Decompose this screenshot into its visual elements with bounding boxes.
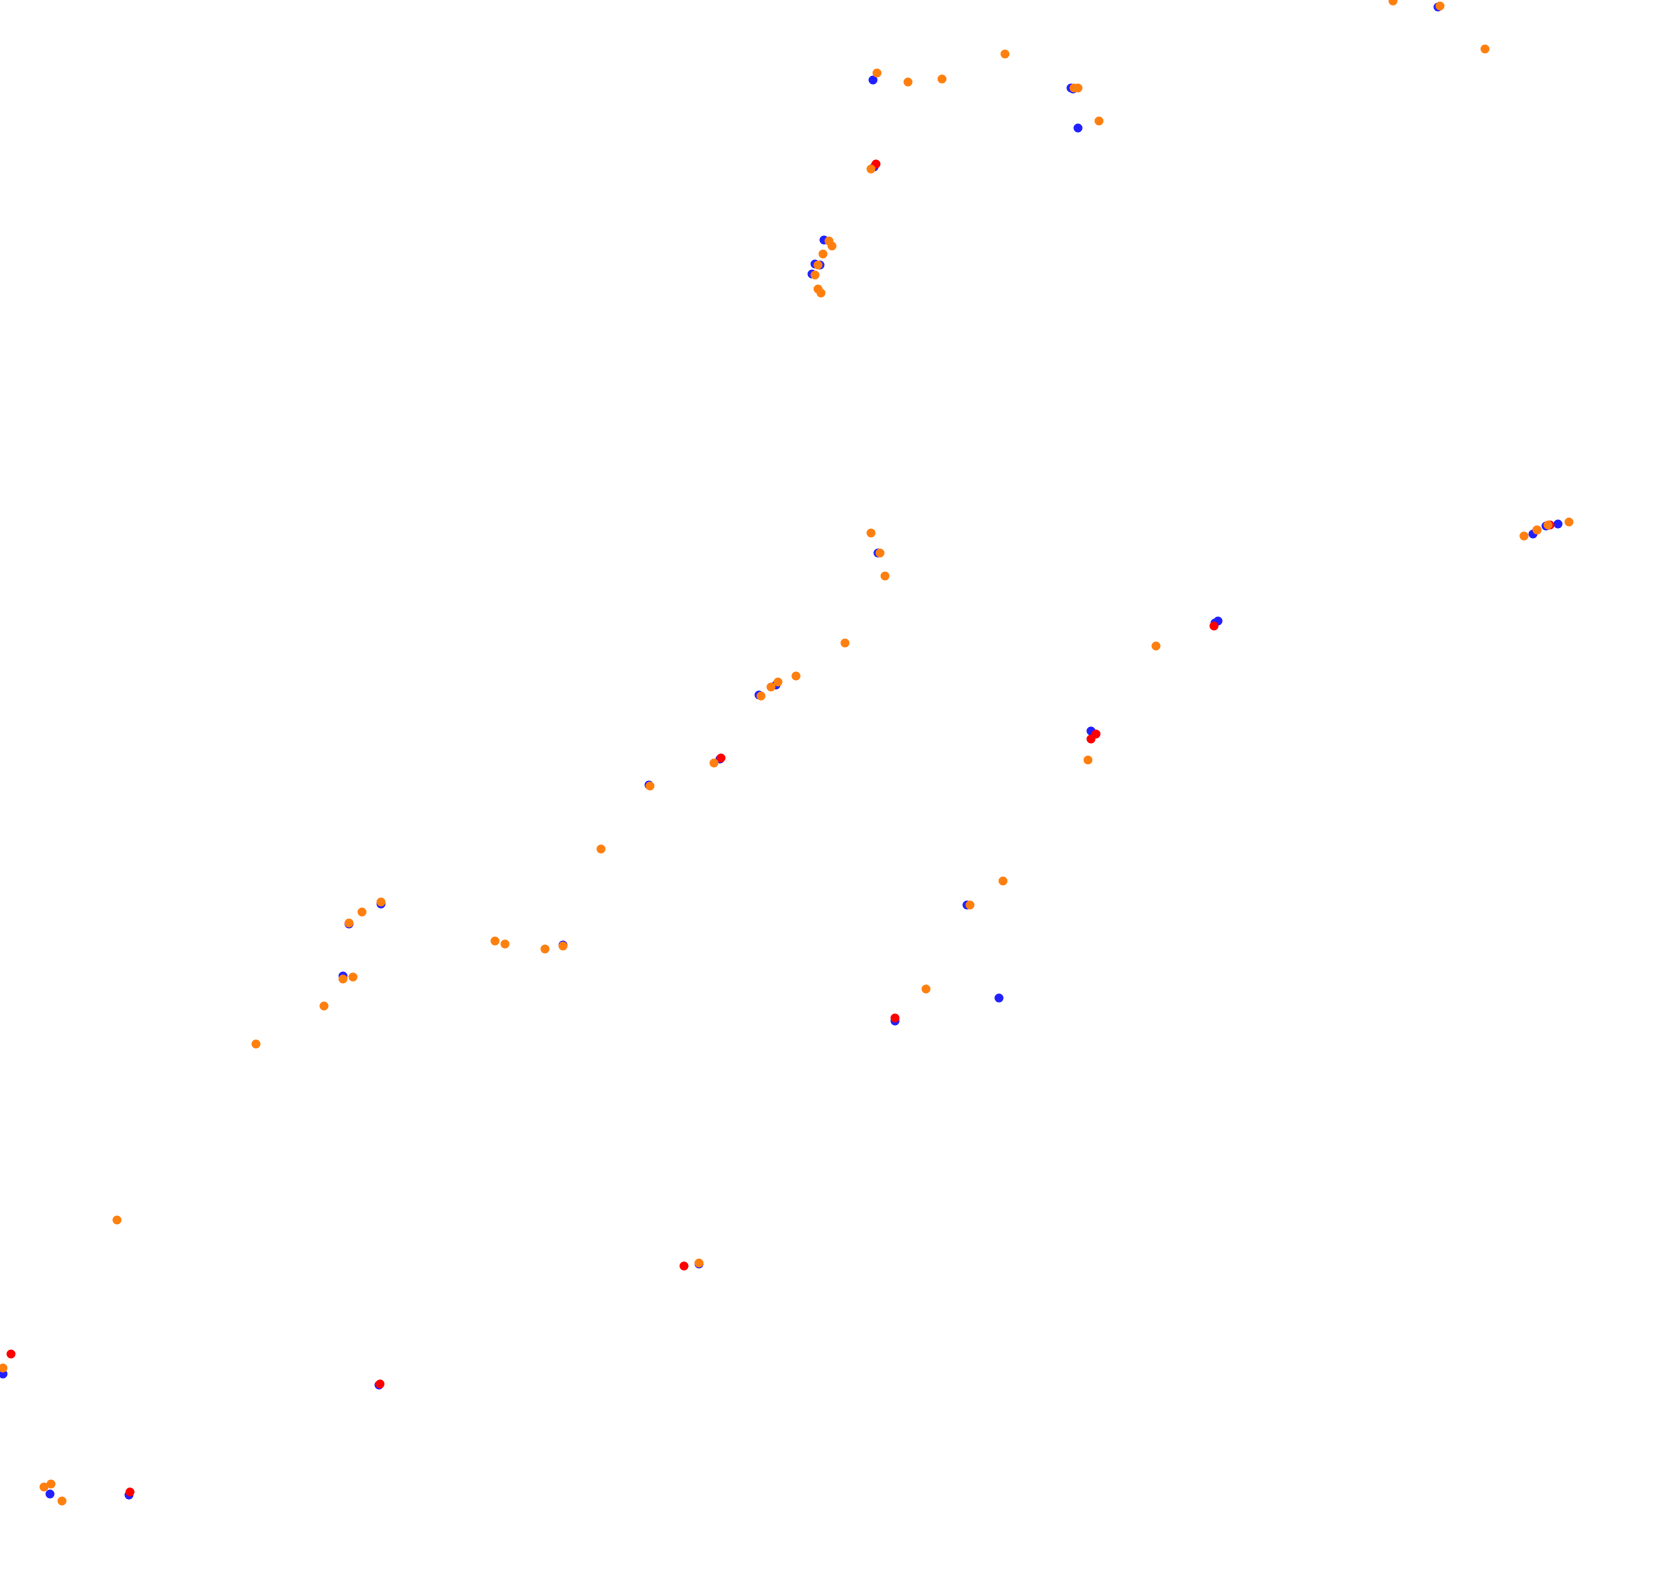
- point-orange-24: [880, 571, 890, 581]
- point-orange-26: [1151, 641, 1161, 651]
- point-orange-0: [1388, 0, 1398, 6]
- point-orange-3: [903, 77, 913, 87]
- point-orange-38: [357, 907, 367, 917]
- point-orange-6: [1073, 83, 1083, 93]
- point-orange-50: [694, 1258, 704, 1268]
- point-orange-25: [840, 638, 850, 648]
- point-orange-15: [810, 270, 820, 280]
- point-orange-52: [39, 1482, 49, 1492]
- point-red-7: [890, 1013, 900, 1023]
- point-orange-23: [875, 548, 885, 558]
- point-red-9: [6, 1349, 16, 1359]
- point-orange-7: [1094, 116, 1104, 126]
- point-blue-6: [1073, 123, 1083, 133]
- point-red-10: [375, 1379, 385, 1389]
- point-orange-10: [866, 164, 876, 174]
- point-blue-32: [45, 1489, 55, 1499]
- point-orange-9: [1480, 44, 1490, 54]
- point-orange-40: [490, 936, 500, 946]
- point-orange-54: [57, 1496, 67, 1506]
- point-orange-39: [344, 918, 354, 928]
- point-blue-0: [868, 75, 878, 85]
- point-red-5: [716, 753, 726, 763]
- point-orange-49: [112, 1215, 122, 1225]
- point-orange-18: [1519, 531, 1529, 541]
- point-orange-42: [540, 944, 550, 954]
- point-orange-53: [46, 1479, 56, 1489]
- point-orange-37: [376, 897, 386, 907]
- point-orange-14: [813, 260, 823, 270]
- point-orange-31: [1083, 755, 1093, 765]
- point-blue-14: [1553, 519, 1563, 529]
- point-orange-34: [596, 844, 606, 854]
- point-blue-20: [994, 993, 1004, 1003]
- point-red-2: [1086, 734, 1096, 744]
- point-orange-35: [998, 876, 1008, 886]
- point-orange-41: [500, 939, 510, 949]
- point-orange-44: [348, 972, 358, 982]
- point-orange-30: [756, 691, 766, 701]
- point-orange-19: [1532, 525, 1542, 535]
- point-orange-32: [709, 758, 719, 768]
- point-orange-46: [319, 1001, 329, 1011]
- point-orange-43: [558, 941, 568, 951]
- series-orange: [0, 0, 1574, 1506]
- point-red-11: [125, 1487, 135, 1497]
- point-orange-17: [816, 288, 826, 298]
- point-orange-48: [251, 1039, 261, 1049]
- point-orange-51: [0, 1363, 8, 1373]
- point-orange-21: [1564, 517, 1574, 527]
- point-orange-27: [791, 671, 801, 681]
- point-orange-22: [866, 528, 876, 538]
- series-layer: [0, 0, 1574, 1506]
- point-orange-45: [338, 974, 348, 984]
- point-orange-20: [1543, 520, 1553, 530]
- point-orange-36: [965, 900, 975, 910]
- point-orange-8: [1435, 1, 1445, 11]
- point-orange-12: [827, 241, 837, 251]
- point-orange-1: [1000, 49, 1010, 59]
- point-orange-33: [645, 781, 655, 791]
- point-orange-4: [937, 74, 947, 84]
- point-red-6: [1209, 621, 1219, 631]
- point-orange-13: [818, 249, 828, 259]
- point-red-8: [679, 1261, 689, 1271]
- point-orange-2: [872, 68, 882, 78]
- point-orange-28: [773, 677, 783, 687]
- point-orange-47: [921, 984, 931, 994]
- point-orange-29: [766, 682, 776, 692]
